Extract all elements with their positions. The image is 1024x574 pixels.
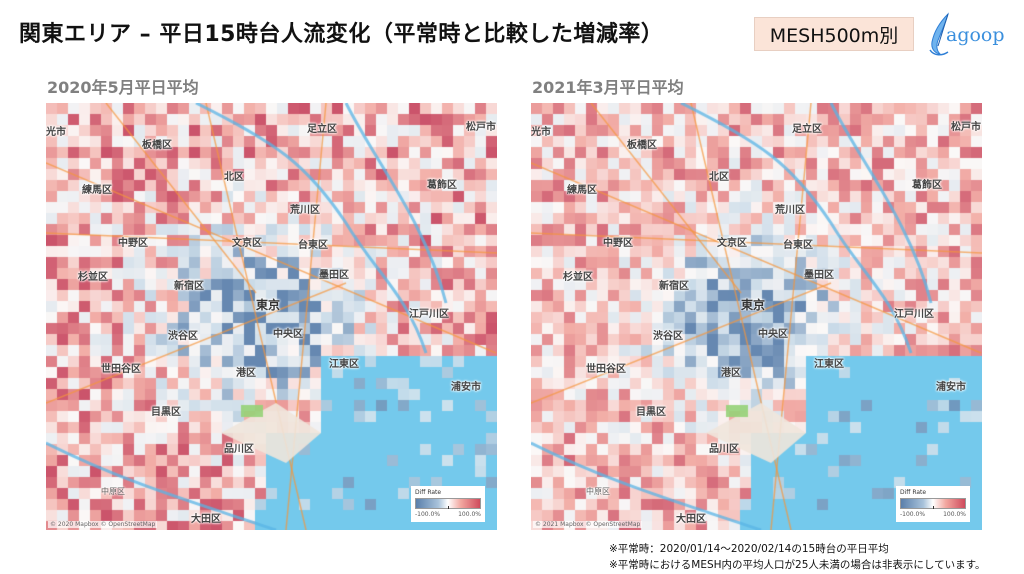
district-label: 大田区 [676,514,706,525]
legend-color-bar [900,498,966,509]
district-label: 台東区 [298,240,328,251]
district-label: 北区 [709,172,729,183]
district-label: 新宿区 [174,281,204,292]
district-label: 松戸市 [466,122,496,133]
district-label: 東京 [256,298,281,312]
district-label: 足立区 [307,124,337,135]
district-label: 中野区 [118,238,148,249]
panel-title-2020: 2020年5月平日平均 [47,78,199,97]
district-label: 渋谷区 [653,331,683,342]
quill-feather-icon [929,12,949,56]
district-label: 中原区 [101,487,125,496]
page-title: 関東エリア – 平日15時台人流変化（平常時と比較した増減率） [19,22,664,47]
district-label: 港区 [236,368,256,379]
mesh-heatmap-canvas[interactable] [46,103,497,530]
diff-rate-legend: Diff Rate -100.0% 100.0% [411,486,485,522]
district-label: 目黒区 [636,407,666,418]
district-label: 港区 [721,368,741,379]
district-label: 中央区 [758,329,788,340]
mesh-size-badge: MESH500m別 [754,17,914,51]
footnote-threshold: ※平常時におけるMESH内の平均人口が25人未満の場合は非表示にしています。 [609,559,986,571]
mesh-heatmap-canvas[interactable] [531,103,982,530]
district-label: 板橋区 [142,140,172,151]
panel-title-2021: 2021年3月平日平均 [532,78,684,97]
district-label: 世田谷区 [586,364,626,375]
map-2021-march[interactable]: 光市板橋区 足立区 松戸市北区葛飾区 練馬区荒川区中野区 文京区 台東区杉並区 墨田区新宿区… [531,103,982,530]
logo-text: agoop [946,24,1005,46]
district-label: 荒川区 [290,205,320,216]
district-label: 光市 [531,127,551,138]
footnote-baseline: ※平常時：2020/01/14〜2020/02/14の15時台の平日平均 [609,543,889,555]
district-label: 大田区 [191,514,221,525]
district-label: 足立区 [792,124,822,135]
district-label: 中野区 [603,238,633,249]
district-label: 文京区 [232,238,262,249]
district-label: 品川区 [224,444,254,455]
legend-max-label: 100.0% [943,511,966,518]
district-label: 杉並区 [563,272,593,283]
district-label: 台東区 [783,240,813,251]
district-label: 江戸川区 [894,309,934,320]
district-label: 目黒区 [151,407,181,418]
legend-color-bar [415,498,481,509]
agoop-logo: agoop [926,12,1016,58]
district-label: 文京区 [717,238,747,249]
district-label: 品川区 [709,444,739,455]
district-label: 中原区 [586,487,610,496]
district-label: 光市 [46,127,66,138]
legend-zero-tick [448,506,449,509]
legend-title: Diff Rate [900,489,927,496]
district-label: 練馬区 [567,185,597,196]
district-label: 杉並区 [78,272,108,283]
district-label: 北区 [224,172,244,183]
district-label: 江東区 [329,359,359,370]
district-label: 浦安市 [936,382,966,393]
district-label: 松戸市 [951,122,981,133]
map-attribution[interactable]: © 2021 Mapbox © OpenStreetMap [533,521,643,528]
legend-min-label: -100.0% [900,511,926,518]
district-label: 墨田区 [319,270,349,281]
district-label: 渋谷区 [168,331,198,342]
district-label: 江東区 [814,359,844,370]
map-attribution[interactable]: © 2020 Mapbox © OpenStreetMap [48,521,158,528]
diff-rate-legend: Diff Rate -100.0% 100.0% [896,486,970,522]
map-2020-may[interactable]: 光市板橋区 足立区 松戸市北区葛飾区 練馬区荒川区中野区 文京区 台東区杉並区 墨田区新宿区… [46,103,497,530]
district-label: 江戸川区 [409,309,449,320]
district-label: 東京 [741,298,766,312]
district-label: 板橋区 [627,140,657,151]
district-label: 葛飾区 [427,180,457,191]
district-label: 世田谷区 [101,364,141,375]
district-label: 練馬区 [82,185,112,196]
district-label: 墨田区 [804,270,834,281]
district-label: 浦安市 [451,382,481,393]
district-label: 葛飾区 [912,180,942,191]
district-label: 荒川区 [775,205,805,216]
district-label: 中央区 [273,329,303,340]
legend-zero-tick [933,506,934,509]
legend-max-label: 100.0% [458,511,481,518]
district-label: 新宿区 [659,281,689,292]
legend-min-label: -100.0% [415,511,441,518]
legend-title: Diff Rate [415,489,442,496]
